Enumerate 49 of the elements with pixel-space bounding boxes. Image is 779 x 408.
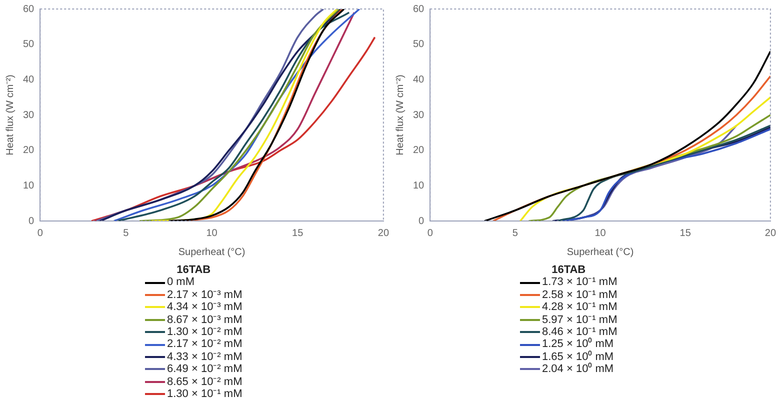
legend-title: 16TAB: [176, 264, 212, 276]
legend-label: 0 mM: [167, 276, 194, 289]
legend-label: 1.30 × 10⁻¹ mM: [167, 388, 242, 400]
x-tick-label: 15: [292, 228, 304, 239]
legend-label: 2.58 × 10⁻¹ mM: [542, 288, 618, 302]
legend-label: 2.17 × 10⁻² mM: [167, 338, 242, 351]
y-tick-label: 20: [413, 145, 425, 156]
legend-label: 4.28 × 10⁻¹ mM: [542, 301, 618, 314]
x-tick-label: 5: [123, 228, 130, 239]
x-tick-label: 20: [764, 228, 776, 239]
x-tick-label: 5: [512, 228, 518, 239]
legend-label: 1.65 × 10⁰ mM: [542, 350, 614, 363]
legend-label: 8.65 × 10⁻² mM: [167, 376, 242, 388]
y-axis-title: Heat flux (W cm⁻²): [4, 74, 16, 156]
y-tick-label: 10: [23, 180, 35, 192]
legend-label: 6.49 × 10⁻² mM: [167, 363, 242, 376]
y-tick-label: 60: [23, 4, 35, 15]
y-tick-label: 30: [413, 110, 425, 121]
y-tick-label: 60: [413, 4, 425, 15]
legend-label: 1.25 × 10⁰ mM: [542, 338, 614, 350]
y-tick-label: 30: [23, 110, 35, 121]
x-axis-title: Superheat (°C): [566, 246, 634, 258]
legend-label: 4.34 × 10⁻³ mM: [167, 301, 242, 314]
x-tick-label: 10: [594, 228, 606, 239]
y-tick-label: 0: [418, 216, 425, 227]
legend-label: 1.30 × 10⁻² mM: [167, 326, 242, 338]
legend-label: 4.33 × 10⁻² mM: [167, 350, 242, 364]
legend-title: 16TAB: [550, 264, 587, 276]
x-axis-title: Superheat (°C): [178, 246, 246, 258]
legend-label: 8.67 × 10⁻³ mM: [167, 314, 242, 326]
y-tick-label: 0: [28, 216, 35, 227]
x-tick-label: 10: [206, 228, 218, 239]
x-tick-label: 0: [37, 228, 44, 239]
y-tick-label: 50: [413, 39, 425, 50]
legend-label: 2.04 × 10⁰ mM: [542, 363, 614, 376]
legend-label: 8.46 × 10⁻¹ mM: [542, 326, 618, 338]
y-tick-label: 40: [23, 74, 35, 86]
y-tick-label: 20: [23, 145, 35, 156]
x-tick-label: 15: [680, 228, 692, 239]
x-tick-label: 20: [378, 228, 390, 239]
y-axis-title: Heat flux (W cm⁻²): [394, 74, 406, 156]
legend-label: 1.73 × 10⁻¹ mM: [542, 276, 618, 289]
y-tick-label: 10: [413, 180, 425, 192]
line-series: [484, 50, 770, 221]
y-tick-label: 50: [23, 39, 35, 50]
y-tick-label: 40: [413, 74, 425, 86]
legend-label: 2.17 × 10⁻³ mM: [167, 288, 242, 302]
x-tick-label: 0: [427, 228, 434, 239]
legend-label: 5.97 × 10⁻¹ mM: [542, 314, 618, 326]
